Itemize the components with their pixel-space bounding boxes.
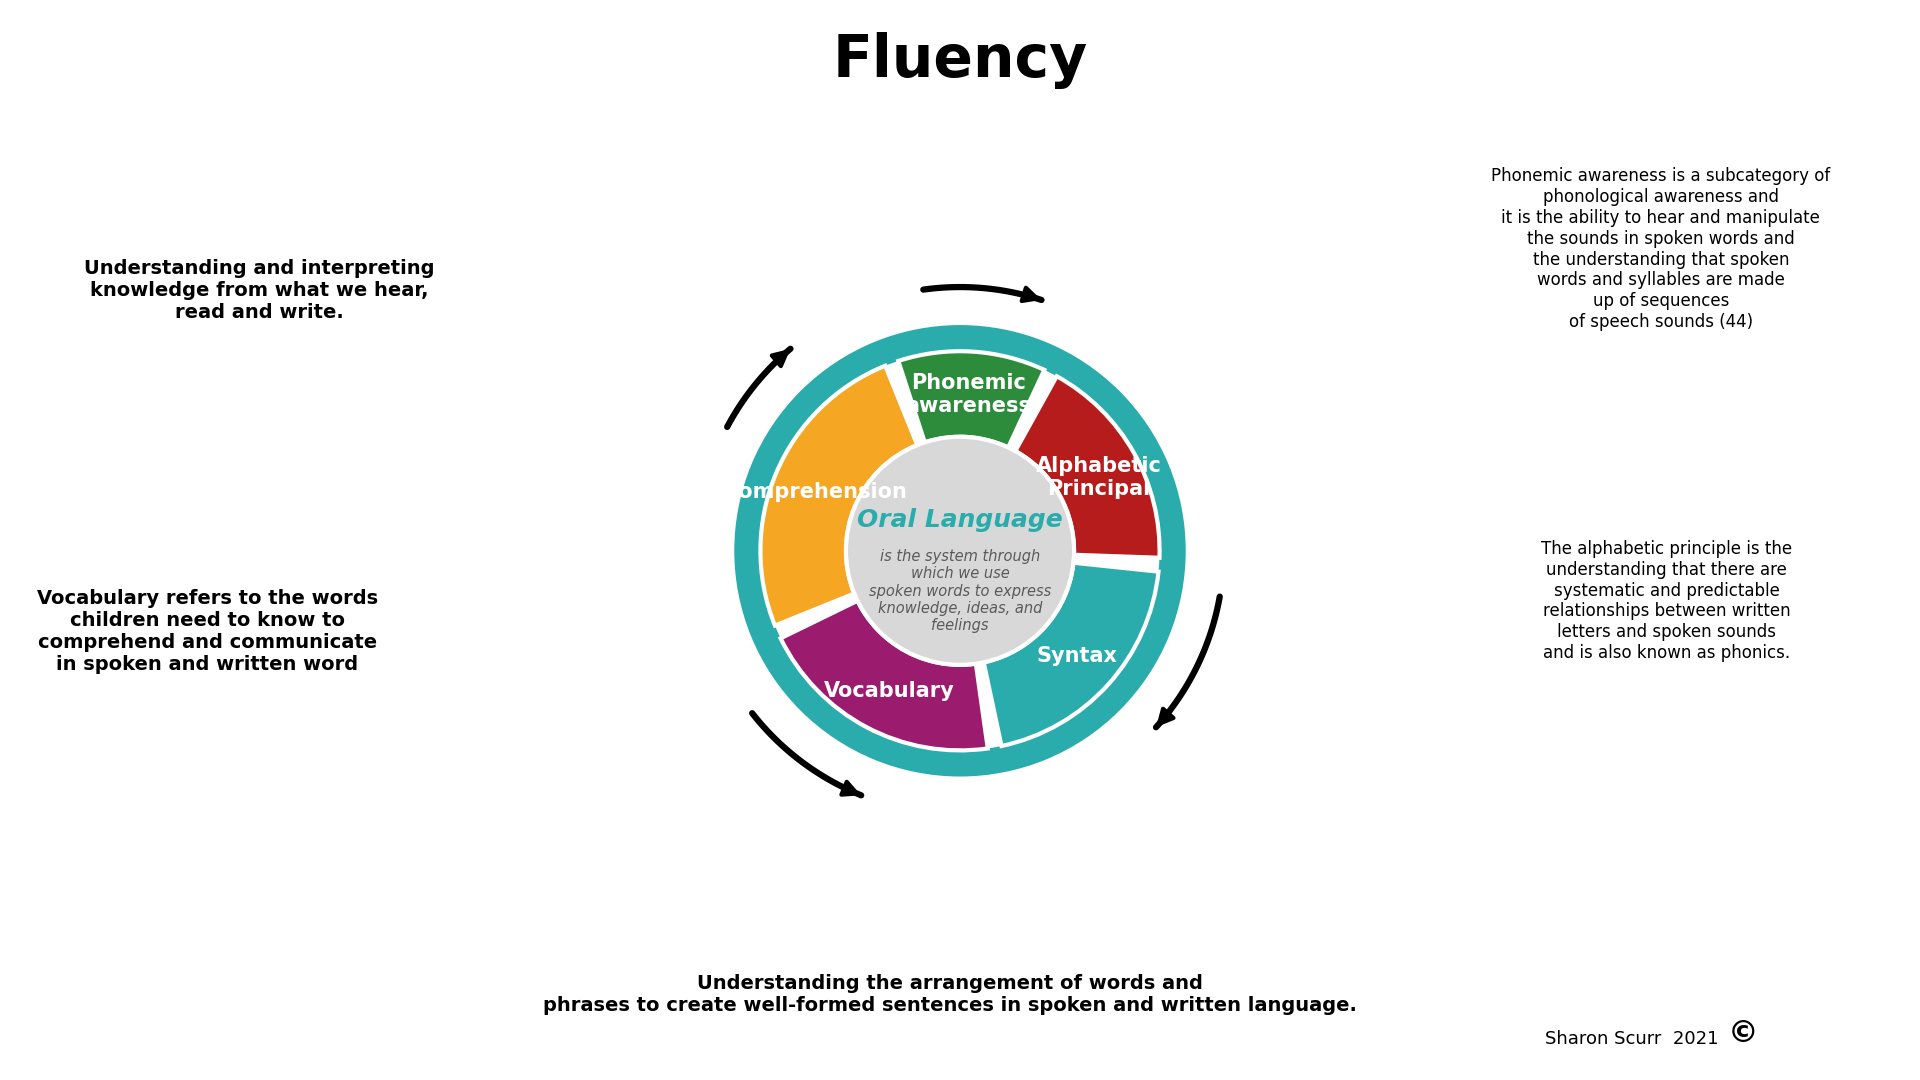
Text: Oral Language: Oral Language [856,508,1064,532]
Wedge shape [781,600,987,751]
Text: Phonemic awareness is a subcategory of
phonological awareness and
it is the abil: Phonemic awareness is a subcategory of p… [1492,167,1830,330]
Text: Vocabulary: Vocabulary [824,680,954,701]
Text: Phonemic
awareness: Phonemic awareness [904,373,1031,416]
Wedge shape [1016,376,1160,557]
Text: Syntax: Syntax [1037,646,1117,665]
Text: Vocabulary refers to the words
children need to know to
comprehend and communica: Vocabulary refers to the words children … [36,589,378,674]
Wedge shape [733,325,1187,777]
Wedge shape [983,563,1158,746]
Text: Alphabetic
Principal: Alphabetic Principal [1035,456,1162,499]
Text: Comprehension: Comprehension [722,482,906,502]
Text: The alphabetic principle is the
understanding that there are
systematic and pred: The alphabetic principle is the understa… [1542,540,1791,662]
Circle shape [847,436,1073,665]
Text: Sharon Scurr  2021: Sharon Scurr 2021 [1546,1029,1718,1048]
Text: is the system through
which we use
spoken words to express
knowledge, ideas, and: is the system through which we use spoke… [870,549,1050,634]
Text: ©: © [1728,1018,1759,1048]
Text: Understanding the arrangement of words and
phrases to create well-formed sentenc: Understanding the arrangement of words a… [543,974,1357,1015]
Wedge shape [899,351,1044,447]
Text: Understanding and interpreting
knowledge from what we hear,
read and write.: Understanding and interpreting knowledge… [84,259,434,322]
Text: Fluency: Fluency [833,32,1087,90]
Circle shape [760,351,1160,751]
Wedge shape [760,366,918,625]
